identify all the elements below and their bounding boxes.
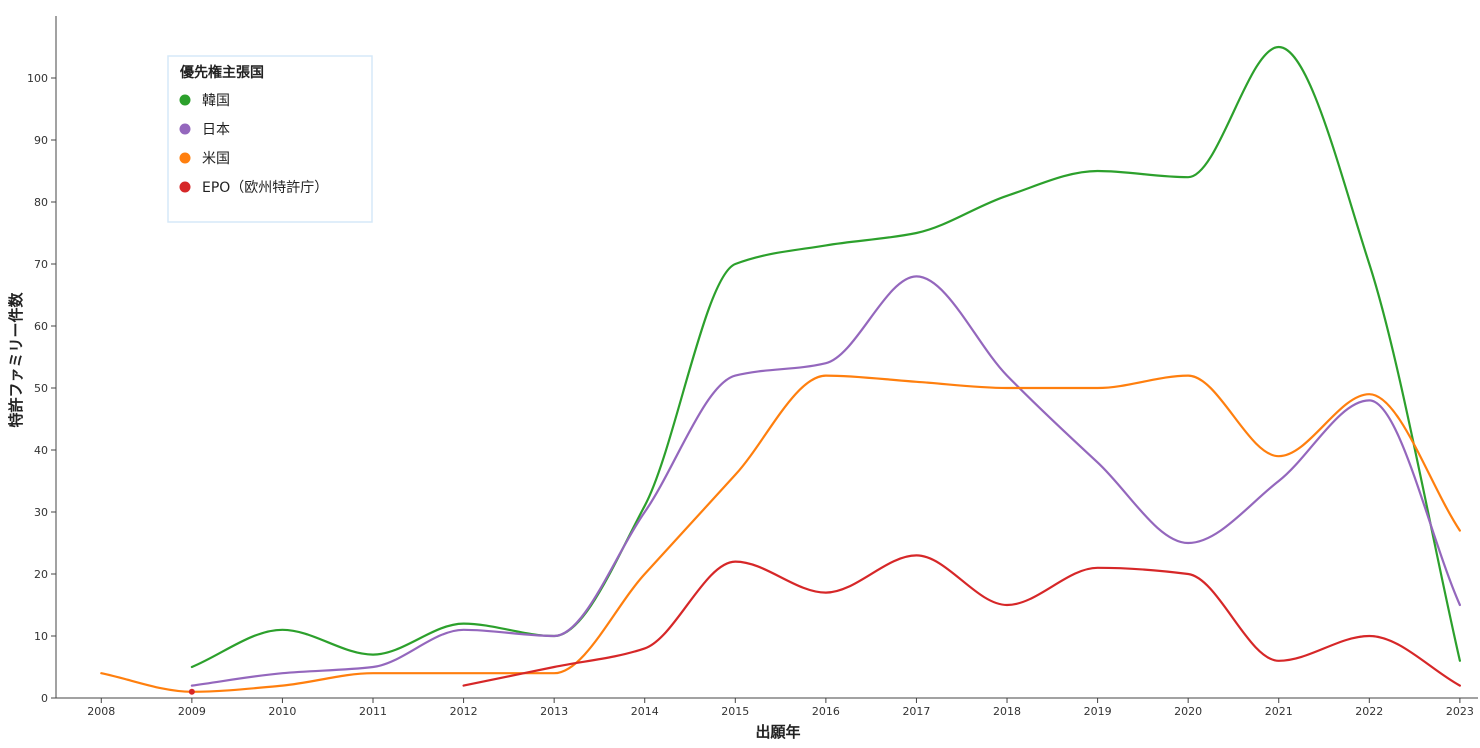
x-tick-label: 2020 [1174, 705, 1202, 718]
x-tick-label: 2014 [631, 705, 659, 718]
series-line-3 [462, 554, 1461, 687]
y-tick-label: 90 [34, 134, 48, 147]
y-axis-title: 特許ファミリー件数 [7, 292, 25, 428]
legend-label-3: EPO（欧州特許庁） [202, 180, 328, 196]
legend-marker-1 [179, 123, 191, 135]
x-tick-label: 2009 [178, 705, 206, 718]
x-tick-label: 2010 [268, 705, 296, 718]
x-tick-label: 2018 [993, 705, 1021, 718]
y-tick-label: 60 [34, 320, 48, 333]
legend-label-0: 韓国 [202, 93, 230, 109]
x-tick-label: 2017 [902, 705, 930, 718]
x-tick-label: 2023 [1446, 705, 1474, 718]
legend-marker-2 [179, 152, 191, 164]
legend-marker-0 [179, 94, 191, 106]
y-tick-label: 30 [34, 506, 48, 519]
legend-label-1: 日本 [202, 122, 230, 138]
x-tick-label: 2011 [359, 705, 387, 718]
axes-layer: 0 10 20 30 40 50 60 70 80 90 100 2008 2009 2010 2011 20… [27, 16, 1478, 718]
x-tick-label: 2022 [1355, 705, 1383, 718]
legend-title: 優先権主張国 [179, 64, 264, 81]
legend-box [167, 55, 373, 223]
series-point-3 [188, 688, 195, 695]
x-tick-label: 2012 [450, 705, 478, 718]
y-tick-label: 100 [27, 72, 48, 85]
y-tick-label: 0 [41, 692, 48, 705]
x-tick-label: 2008 [87, 705, 115, 718]
legend-label-2: 米国 [202, 151, 230, 167]
x-axis-title: 出願年 [755, 723, 800, 741]
series-layer [100, 45, 1461, 695]
y-tick-label: 10 [34, 630, 48, 643]
series-line-0 [190, 45, 1461, 669]
series-line-1 [190, 275, 1461, 687]
y-tick-label: 70 [34, 258, 48, 271]
x-tick-label: 2016 [812, 705, 840, 718]
series-line-2 [100, 374, 1461, 693]
x-tick-label: 2021 [1265, 705, 1293, 718]
legend-marker-3 [179, 181, 191, 193]
x-tick-label: 2015 [721, 705, 749, 718]
x-tick-label: 2013 [540, 705, 568, 718]
y-tick-label: 50 [34, 382, 48, 395]
x-tick-label: 2019 [1084, 705, 1112, 718]
y-tick-label: 20 [34, 568, 48, 581]
y-tick-label: 40 [34, 444, 48, 457]
y-tick-label: 80 [34, 196, 48, 209]
